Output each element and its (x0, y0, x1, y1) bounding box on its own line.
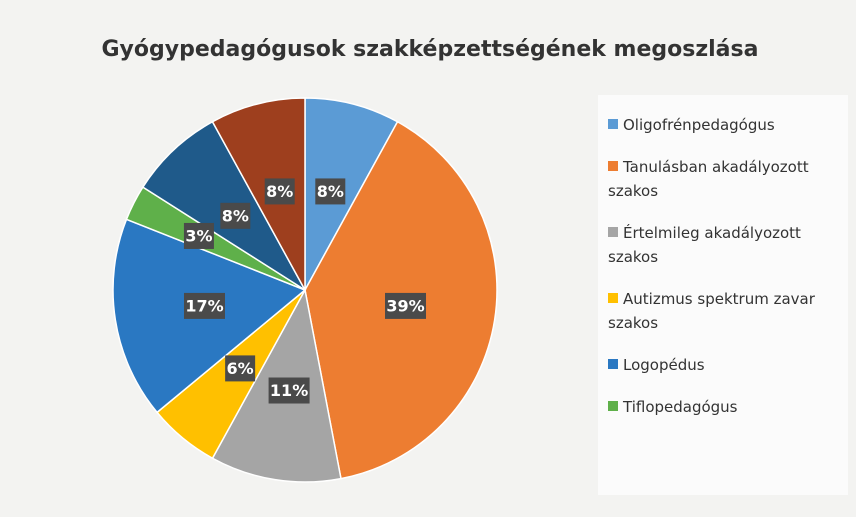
data-label-box (183, 222, 214, 249)
pie-slice (304, 97, 399, 291)
data-label: 6% (227, 359, 254, 378)
legend-swatch (608, 293, 618, 303)
legend-label: Tiflopedagógus (623, 398, 738, 416)
pie-slice (211, 97, 306, 291)
legend-swatch (608, 359, 618, 369)
data-label-box (264, 178, 295, 205)
legend-label: Logopédus (623, 356, 705, 374)
legend-item: Oligofrénpedagógus (608, 113, 843, 137)
legend: Oligofrénpedagógus Tanulásban akadályozot… (598, 95, 848, 495)
data-label-box (225, 355, 256, 382)
chart-title: Gyógypedagógusok szakképzettségének mego… (102, 37, 759, 62)
legend-swatch (608, 227, 618, 237)
data-label-box (220, 202, 251, 229)
data-label: 11% (270, 381, 308, 400)
data-label-box (315, 178, 346, 205)
data-label: 39% (386, 296, 424, 315)
legend-label: Oligofrénpedagógus (623, 116, 775, 134)
legend-swatch (608, 119, 618, 129)
data-label: 8% (317, 182, 344, 201)
data-label: 8% (266, 182, 293, 201)
legend-item: Logopédus (608, 353, 843, 377)
legend-item: Autizmus spektrum zavar szakos (608, 287, 843, 335)
data-label: 3% (185, 226, 212, 245)
data-label-box (385, 292, 427, 319)
data-label: 17% (185, 296, 223, 315)
data-label: 8% (222, 206, 249, 225)
legend-label: Értelmileg akadályozott szakos (608, 224, 801, 266)
legend-label: Autizmus spektrum zavar szakos (608, 290, 815, 332)
data-label-box (268, 377, 310, 404)
legend-swatch (608, 161, 618, 171)
legend-item: Tiflopedagógus (608, 395, 843, 419)
legend-swatch (608, 401, 618, 411)
data-label-box (183, 292, 225, 319)
legend-item: Tanulásban akadályozott szakos (608, 155, 843, 203)
legend-item: Értelmileg akadályozott szakos (608, 221, 843, 269)
legend-label: Tanulásban akadályozott szakos (608, 158, 809, 200)
